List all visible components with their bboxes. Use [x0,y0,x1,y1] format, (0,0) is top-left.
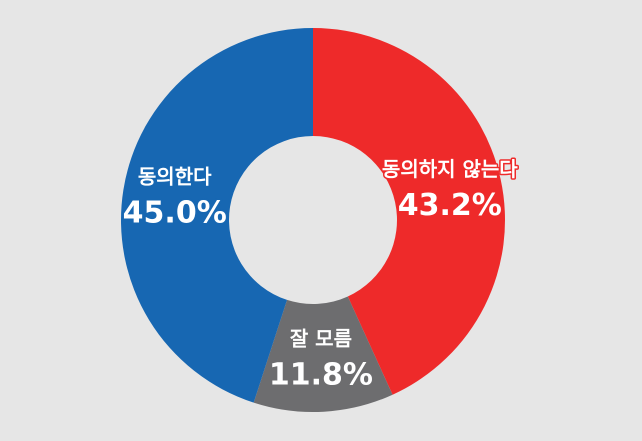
slice-value: 45.0% [123,196,227,231]
slice-value: 11.8% [269,357,373,392]
donut-slice [313,28,506,395]
donut-slice [253,296,393,412]
slice-name: 잘 모름 [290,326,352,350]
slice-value: 43.2% [398,188,502,223]
slice-name: 동의하지 않는다 [382,157,518,181]
donut-slice [120,28,313,403]
slice-name: 동의한다 [138,165,212,189]
